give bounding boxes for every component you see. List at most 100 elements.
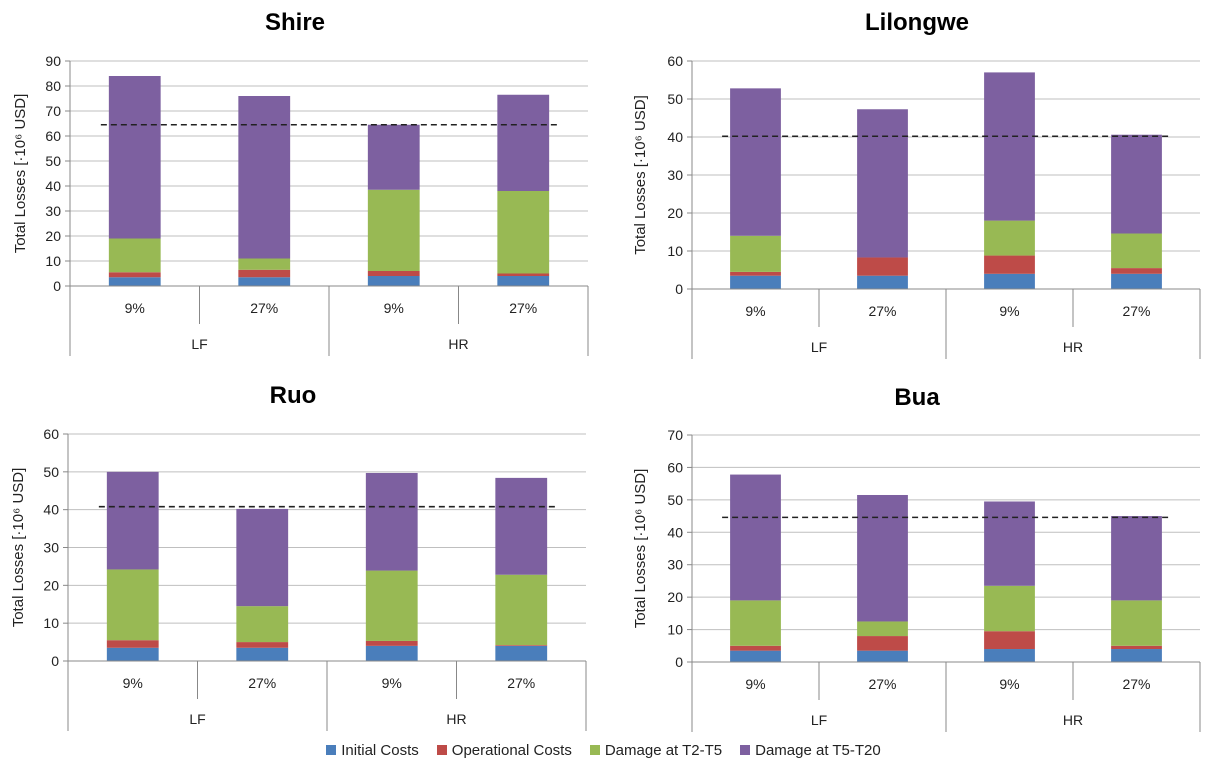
bar-segment-damage-at-t5-t20 <box>108 76 161 239</box>
x-tick-label: 9% <box>745 676 765 692</box>
x-tick-label: 27% <box>1122 303 1150 319</box>
bar-segment-initial-costs <box>857 650 908 662</box>
bar-segment-operational-costs <box>108 272 161 278</box>
bar-segment-operational-costs <box>497 273 550 276</box>
bar-segment-initial-costs <box>984 649 1035 662</box>
bar-segment-initial-costs <box>730 275 781 289</box>
y-tick-label: 10 <box>667 622 683 638</box>
y-tick-label: 0 <box>675 281 683 297</box>
y-axis-label: Total Losses [·10⁶ USD] <box>12 94 29 254</box>
x-group-label: HR <box>1063 712 1083 728</box>
x-tick-label: 27% <box>250 300 278 316</box>
bar-segment-damage-at-t2-t5 <box>1111 600 1162 646</box>
y-tick-label: 60 <box>43 426 59 442</box>
y-tick-label: 10 <box>667 243 683 259</box>
bar-segment-operational-costs <box>238 269 291 278</box>
bar-segment-damage-at-t5-t20 <box>730 88 781 236</box>
legend-label-damage-t2-t5: Damage at T2-T5 <box>604 741 723 759</box>
bar-segment-initial-costs <box>1111 273 1162 289</box>
bar-segment-initial-costs <box>365 645 418 661</box>
legend-label-damage-t5-t20: Damage at T5-T20 <box>755 741 881 759</box>
y-tick-label: 20 <box>667 589 683 605</box>
bar-segment-initial-costs <box>238 277 291 286</box>
x-tick-label: 9% <box>382 675 402 691</box>
bar-segment-damage-at-t5-t20 <box>857 109 908 258</box>
bar-segment-damage-at-t2-t5 <box>730 235 781 272</box>
bar-segment-damage-at-t2-t5 <box>238 258 291 270</box>
bar-segment-damage-at-t2-t5 <box>984 585 1035 632</box>
x-group-label: HR <box>1063 339 1083 355</box>
y-tick-label: 20 <box>667 205 683 221</box>
bar-segment-damage-at-t5-t20 <box>1111 516 1162 601</box>
bar-segment-damage-at-t5-t20 <box>984 501 1035 586</box>
panel-lilongwe: Lilongwe 0 10 20 30 40 50 60 Total Losses [·10⁶ … <box>632 9 1201 359</box>
y-tick-label: 50 <box>667 492 683 508</box>
legend-swatch-initial-costs <box>326 745 337 755</box>
y-tick-label: 20 <box>45 228 61 244</box>
chart-title: Ruo <box>270 382 317 409</box>
y-tick-label: 50 <box>45 153 61 169</box>
bar-segment-operational-costs <box>857 636 908 651</box>
panel-shire: Shire 0 10 20 30 40 50 60 70 80 90 Total Losses [·1… <box>12 9 589 356</box>
y-tick-label: 10 <box>45 253 61 269</box>
bar-segment-initial-costs <box>857 275 908 289</box>
bar-segment-initial-costs <box>984 273 1035 289</box>
bar-segment-damage-at-t2-t5 <box>367 189 420 271</box>
y-tick-label: 40 <box>667 129 683 145</box>
y-tick-label: 10 <box>43 615 59 631</box>
legend-swatch-damage-t5-t20 <box>740 745 751 755</box>
y-tick-label: 0 <box>53 278 61 294</box>
x-group-label: LF <box>811 712 827 728</box>
y-tick-label: 90 <box>45 53 61 69</box>
bar-segment-damage-at-t2-t5 <box>106 569 159 641</box>
x-tick-label: 9% <box>123 675 143 691</box>
bar-segment-damage-at-t2-t5 <box>984 220 1035 256</box>
bar-segment-initial-costs <box>367 276 420 286</box>
bar-segment-operational-costs <box>236 642 289 648</box>
bar-segment-initial-costs <box>106 647 159 661</box>
x-group-label: LF <box>811 339 827 355</box>
y-tick-label: 60 <box>667 459 683 475</box>
bar-segment-initial-costs <box>495 645 548 661</box>
bar-segment-operational-costs <box>365 640 418 646</box>
legend-item-initial-costs: Initial Costs <box>326 742 419 759</box>
x-tick-label: 27% <box>507 675 535 691</box>
panel-bua: Bua 0 10 20 30 40 50 60 70 Total Losses [·10⁶ USD… <box>632 384 1201 732</box>
bar-segment-damage-at-t2-t5 <box>365 570 418 641</box>
y-tick-label: 30 <box>667 167 683 183</box>
chart-title: Bua <box>894 384 940 411</box>
x-tick-label: 9% <box>384 300 404 316</box>
bar-segment-damage-at-t5-t20 <box>857 494 908 622</box>
y-tick-label: 40 <box>667 524 683 540</box>
bar-segment-damage-at-t2-t5 <box>108 238 161 273</box>
y-tick-label: 20 <box>43 577 59 593</box>
legend-label-initial-costs: Initial Costs <box>341 741 419 759</box>
panel-ruo: Ruo 0 10 20 30 40 50 60 Total Losses [·10⁶ USD] 9… <box>10 382 587 731</box>
x-tick-label: 27% <box>509 300 537 316</box>
x-group-label: LF <box>191 336 207 352</box>
bar-segment-operational-costs <box>730 645 781 651</box>
y-tick-label: 30 <box>667 557 683 573</box>
x-tick-label: 9% <box>745 303 765 319</box>
y-axis-label: Total Losses [·10⁶ USD] <box>632 95 649 255</box>
x-tick-label: 9% <box>125 300 145 316</box>
legend-item-damage-t2-t5: Damage at T2-T5 <box>589 741 723 759</box>
y-tick-label: 80 <box>45 78 61 94</box>
y-tick-label: 60 <box>667 53 683 69</box>
bar-segment-operational-costs <box>1111 645 1162 650</box>
x-tick-label: 27% <box>248 675 276 691</box>
x-group-label: HR <box>448 336 468 352</box>
y-tick-label: 30 <box>45 203 61 219</box>
legend-item-damage-t5-t20: Damage at T5-T20 <box>740 742 881 759</box>
y-tick-label: 30 <box>43 540 59 556</box>
bar-segment-operational-costs <box>984 631 1035 650</box>
y-tick-label: 50 <box>43 464 59 480</box>
chart-legend: Initial Costs Operational Costs Damage a… <box>0 738 1207 762</box>
bar-segment-initial-costs <box>236 647 289 661</box>
bar-segment-initial-costs <box>497 276 550 286</box>
y-axis-label: Total Losses [·10⁶ USD] <box>10 468 27 628</box>
bar-segment-damage-at-t5-t20 <box>495 477 548 575</box>
y-tick-label: 0 <box>675 654 683 670</box>
legend-label-operational-costs: Operational Costs <box>451 741 572 759</box>
x-tick-label: 27% <box>1122 676 1150 692</box>
